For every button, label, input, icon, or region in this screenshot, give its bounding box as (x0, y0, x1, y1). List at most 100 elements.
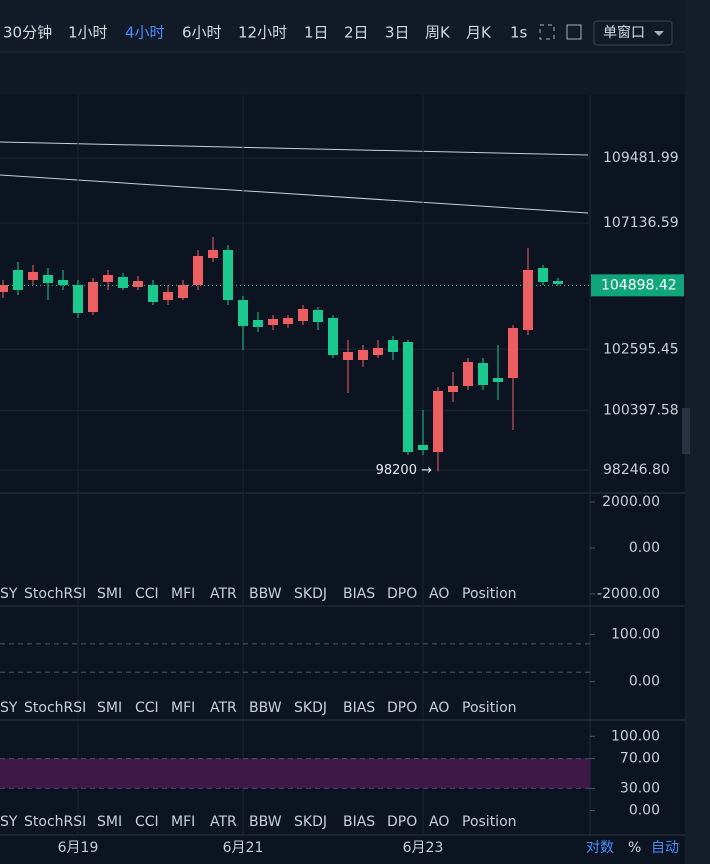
candle-body (163, 292, 173, 300)
candle-body (493, 378, 503, 382)
indicator-tab[interactable]: ATR (210, 700, 237, 716)
candle-body (418, 445, 428, 450)
candle-body (193, 256, 203, 285)
indicator-tab[interactable]: AO (429, 700, 449, 716)
indicator-tab[interactable]: Position (462, 700, 517, 716)
indicator-tab[interactable]: StochRSI (24, 814, 86, 830)
candle-body (133, 281, 143, 287)
candle-body (178, 285, 188, 298)
indicator-tab[interactable]: SY (0, 814, 18, 830)
scale-option[interactable]: % (628, 840, 641, 856)
y-tick-label: 100397.58 (603, 402, 679, 418)
candle-body (28, 272, 38, 280)
indicator-tab[interactable]: MFI (171, 814, 195, 830)
indicator-tab[interactable]: DPO (387, 586, 417, 602)
candle-body (508, 328, 518, 378)
indicator-tab[interactable]: CCI (135, 814, 159, 830)
y-tick-label: 107136.59 (603, 215, 679, 231)
candle-body (148, 285, 158, 302)
interval-tab[interactable]: 30分钟 (3, 24, 52, 42)
indicator-tab[interactable]: SMI (97, 814, 122, 830)
interval-tab[interactable]: 周K (425, 24, 451, 42)
interval-tab[interactable]: 1日 (304, 24, 329, 42)
candle-body (373, 348, 383, 355)
interval-tab[interactable]: 4小时 (125, 24, 165, 42)
window-label[interactable]: 单窗口 (603, 24, 645, 41)
y-tick-label: 109481.99 (603, 150, 679, 166)
candle-body (343, 352, 353, 360)
indicator-tab[interactable]: StochRSI (24, 700, 86, 716)
candle-body (73, 285, 83, 313)
dropdown-icon (654, 31, 664, 36)
y-tick-label: 100.00 (611, 626, 660, 642)
trend-line (0, 141, 589, 156)
y-tick-label: 2000.00 (602, 494, 660, 510)
indicator-tab[interactable]: DPO (387, 814, 417, 830)
interval-tab[interactable]: 12小时 (238, 24, 287, 42)
interval-tab[interactable]: 6小时 (182, 24, 222, 42)
last-price-tag (591, 274, 684, 297)
indicator-tab[interactable]: Position (462, 814, 517, 830)
trend-line (0, 174, 589, 214)
y-tick-label: 102595.45 (603, 341, 679, 357)
candle-body (0, 285, 8, 292)
indicator-tab[interactable]: SKDJ (294, 700, 327, 716)
indicator-tab[interactable]: BIAS (343, 814, 375, 830)
indicator-tab[interactable]: SMI (97, 700, 122, 716)
indicator-tab[interactable]: AO (429, 814, 449, 830)
y-tick-label: 0.00 (629, 803, 660, 819)
popout-icon[interactable] (566, 24, 582, 40)
low-annotation: 98200 → (376, 463, 432, 478)
candle-body (478, 363, 488, 385)
indicator-tab[interactable]: BBW (249, 814, 282, 830)
indicator-tab[interactable]: CCI (135, 700, 159, 716)
indicator-tab[interactable]: ATR (210, 814, 237, 830)
indicator-tab[interactable]: MFI (171, 700, 195, 716)
candle-body (553, 281, 563, 284)
y-tick-label: 0.00 (629, 540, 660, 556)
indicator-tab[interactable]: StochRSI (24, 586, 86, 602)
scroll-handle[interactable] (682, 408, 690, 454)
indicator-tab[interactable]: MFI (171, 586, 195, 602)
candle-body (463, 362, 473, 386)
candle-body (268, 319, 278, 325)
indicator-tab[interactable]: ATR (210, 586, 237, 602)
interval-tab[interactable]: 2日 (344, 24, 369, 42)
indicator-tab[interactable]: Position (462, 586, 517, 602)
candle-body (433, 391, 443, 452)
y-tick-label: -2000.00 (597, 586, 660, 602)
fullscreen-icon[interactable] (539, 24, 555, 40)
toolbar-gap (0, 52, 685, 95)
indicator-tab[interactable]: BIAS (343, 700, 375, 716)
indicator-tab[interactable]: BBW (249, 700, 282, 716)
interval-tab[interactable]: 月K (466, 24, 492, 42)
scale-option[interactable]: 对数 (586, 840, 614, 856)
indicator-tab[interactable]: CCI (135, 586, 159, 602)
indicator-tab[interactable]: SKDJ (294, 586, 327, 602)
indicator-tab[interactable]: BBW (249, 586, 282, 602)
x-tick-label: 6月23 (403, 840, 444, 856)
x-tick-label: 6月19 (58, 840, 99, 856)
candle-body (448, 386, 458, 392)
candle-body (88, 282, 98, 312)
interval-tab[interactable]: 3日 (385, 24, 410, 42)
indicator-tab[interactable]: SKDJ (294, 814, 327, 830)
candle-body (238, 300, 248, 326)
interval-tab[interactable]: 1小时 (68, 24, 108, 42)
interval-tab[interactable]: 1s (510, 24, 528, 42)
candle-body (298, 309, 308, 321)
indicator-tab[interactable]: SY (0, 586, 18, 602)
y-tick-label: 0.00 (629, 674, 660, 690)
scale-option[interactable]: 自动 (651, 840, 679, 856)
toolbar (0, 0, 685, 52)
last-price-label: 104898.42 (601, 277, 677, 293)
window-button[interactable] (593, 20, 673, 46)
indicator-tab[interactable]: SMI (97, 586, 122, 602)
indicator-tab[interactable]: BIAS (343, 586, 375, 602)
indicator-tab[interactable]: DPO (387, 700, 417, 716)
indicator-tab[interactable]: AO (429, 586, 449, 602)
indicator-tab[interactable]: SY (0, 700, 18, 716)
candle-body (43, 275, 53, 283)
